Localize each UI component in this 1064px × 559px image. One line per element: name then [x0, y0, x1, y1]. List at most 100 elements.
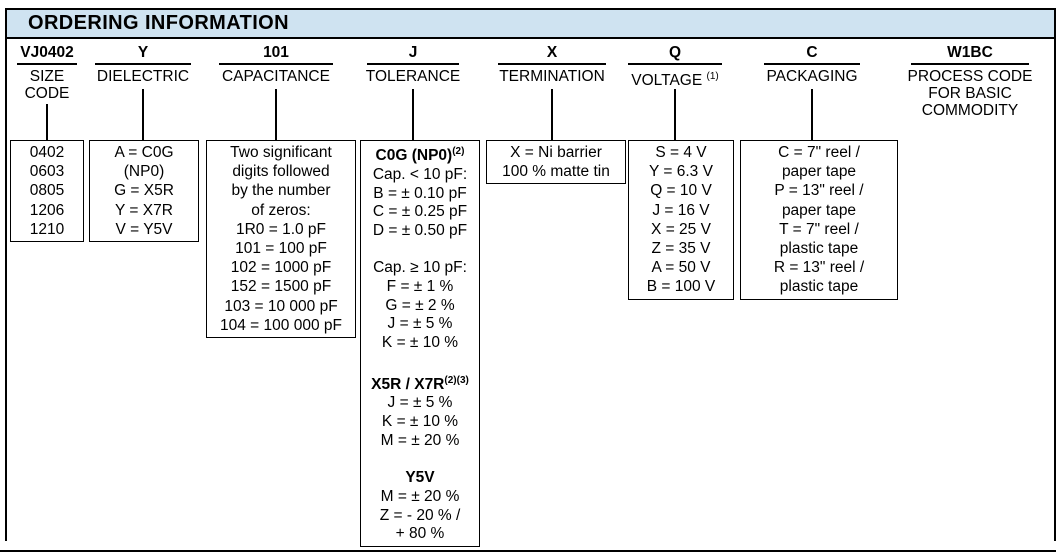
option-line: G = ± 2 % — [385, 296, 455, 314]
box-size-code: 0402 0603 0805 1206 1210 — [10, 140, 84, 243]
option-line: 0603 — [29, 163, 65, 181]
option-line: + 80 % — [395, 525, 445, 543]
group-header: X5R / X7R(2)(3) — [371, 374, 469, 393]
option-line: S = 4 V — [655, 144, 707, 161]
option-line: B = ± 0.10 pF — [373, 184, 467, 202]
section-title: ORDERING INFORMATION — [28, 12, 289, 34]
option-line: C = 7" reel / — [778, 144, 860, 161]
option-line: M = ± 20 % — [380, 487, 460, 505]
option-line: (NP0) — [123, 163, 165, 181]
option-line: D = ± 0.50 pF — [372, 221, 468, 239]
option-line: 1R0 = 1.0 pF — [235, 220, 327, 238]
option-line: paper tape — [781, 201, 857, 219]
group-header: Y5V — [405, 469, 435, 487]
option-line: 102 = 1000 pF — [230, 259, 332, 277]
part-code-dielectric: Y — [137, 44, 149, 61]
label-tolerance: TOLERANCE — [365, 68, 461, 85]
option-line: 101 = 100 pF — [235, 240, 327, 258]
part-code-voltage: Q — [668, 44, 682, 61]
option-line: plastic tape — [779, 240, 859, 258]
part-code-size-code: VJ0402 — [20, 44, 74, 61]
underline-packaging — [764, 63, 860, 65]
box-voltage: S = 4 V Y = 6.3 V Q = 10 V J = 16 V X = … — [628, 140, 734, 300]
option-line: G = X5R — [114, 182, 174, 200]
underline-tolerance — [367, 63, 459, 65]
option-line: Y = X7R — [115, 201, 173, 219]
option-line: by the number — [231, 182, 331, 200]
connector-voltage — [674, 89, 676, 140]
box-capacitance: Two significant digits followed by the n… — [206, 140, 356, 339]
label-voltage: VOLTAGE (1) — [631, 71, 719, 90]
option-line: J = 16 V — [652, 201, 710, 219]
connector-size-code — [46, 104, 48, 140]
label-capacitance: CAPACITANCE — [222, 68, 330, 85]
option-line: J = ± 5 % — [387, 394, 453, 412]
connector-tolerance — [412, 89, 414, 140]
spacer-line — [361, 451, 479, 470]
option-line: Z = - 20 % / — [379, 506, 461, 524]
connector-packaging — [811, 89, 813, 140]
option-line: 104 = 100 000 pF — [220, 316, 342, 334]
option-line: J = ± 5 % — [387, 315, 453, 333]
option-line: X = Ni barrier — [510, 144, 602, 161]
underline-termination — [498, 63, 606, 65]
label-size-code: SIZE CODE — [24, 68, 70, 102]
part-code-packaging: C — [806, 44, 818, 61]
option-line: A = C0G — [114, 144, 174, 161]
box-tolerance: C0G (NP0)(2) Cap. < 10 pF: B = ± 0.10 pF… — [360, 140, 480, 548]
part-code-tolerance: J — [408, 44, 418, 61]
label-packaging: PACKAGING — [766, 68, 858, 85]
box-termination: X = Ni barrier 100 % matte tin — [486, 140, 626, 185]
label-termination: TERMINATION — [499, 68, 605, 85]
option-line: C = ± 0.25 pF — [372, 203, 468, 221]
underline-dielectric — [95, 63, 191, 65]
spacer-line — [361, 241, 479, 260]
option-line: V = Y5V — [115, 220, 173, 238]
option-line: T = 7" reel / — [779, 220, 859, 238]
option-line: plastic tape — [779, 278, 859, 296]
option-line: R = 13" reel / — [773, 259, 865, 277]
option-line: paper tape — [781, 163, 857, 181]
underline-capacitance — [219, 63, 333, 65]
bottom-rule — [0, 550, 1056, 552]
option-line: Cap. < 10 pF: — [372, 165, 468, 183]
option-line: B = 100 V — [646, 278, 716, 296]
group-header: C0G (NP0)(2) — [375, 146, 465, 165]
option-line: P = 13" reel / — [774, 182, 864, 200]
option-line: 1210 — [29, 220, 65, 238]
option-line: digits followed — [232, 163, 330, 181]
option-line: 103 = 10 000 pF — [224, 297, 338, 315]
option-line: Y = 6.3 V — [649, 163, 713, 181]
label-process-code: PROCESS CODE FOR BASIC COMMODITY — [907, 68, 1033, 119]
option-line: 0402 — [29, 144, 65, 161]
footnote-ref-1: (1) — [706, 71, 719, 82]
label-dielectric: DIELECTRIC — [96, 68, 190, 85]
option-line: of zeros: — [251, 201, 311, 219]
connector-capacitance — [275, 89, 277, 140]
underline-process-code — [911, 63, 1029, 65]
option-line: Cap. ≥ 10 pF: — [373, 259, 467, 277]
part-code-process-code: W1BC — [947, 44, 993, 61]
part-code-termination: X — [546, 44, 558, 61]
table-frame: ORDERING INFORMATION — [5, 8, 1056, 541]
option-line: A = 50 V — [651, 259, 711, 277]
underline-size-code — [17, 63, 77, 65]
option-line: 100 % matte tin — [502, 163, 610, 181]
option-line: Q = 10 V — [650, 182, 712, 200]
option-line: 1206 — [29, 201, 65, 219]
option-line: K = ± 10 % — [381, 413, 459, 431]
box-dielectric: A = C0G (NP0) G = X5R Y = X7R V = Y5V — [89, 140, 199, 243]
option-line: Two significant — [230, 144, 332, 161]
option-line: X = 25 V — [651, 220, 711, 238]
connector-termination — [551, 89, 553, 140]
option-line: Z = 35 V — [651, 240, 711, 258]
option-line: M = ± 20 % — [380, 431, 460, 449]
box-packaging: C = 7" reel / paper tape P = 13" reel / … — [740, 140, 898, 300]
option-line: 0805 — [29, 182, 65, 200]
section-header: ORDERING INFORMATION — [7, 10, 1054, 39]
option-line: K = ± 10 % — [381, 334, 459, 352]
option-line: 152 = 1500 pF — [230, 278, 332, 296]
option-line: F = ± 1 % — [386, 278, 454, 296]
part-code-capacitance: 101 — [263, 44, 289, 61]
